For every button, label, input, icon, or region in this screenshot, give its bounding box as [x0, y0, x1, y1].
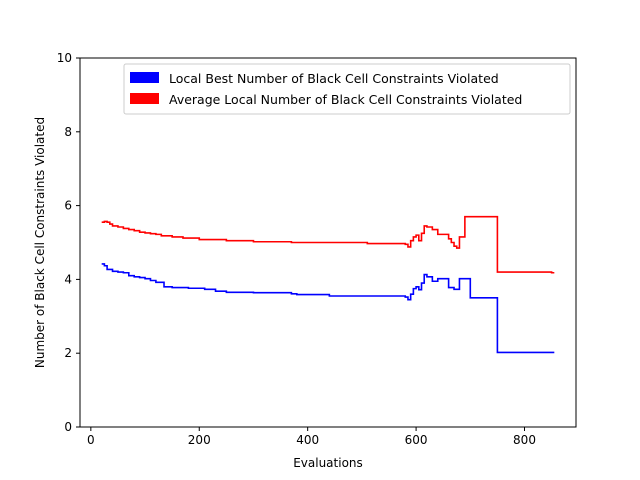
y-tick-label: 0: [64, 420, 72, 434]
y-tick-label: 8: [64, 125, 72, 139]
x-tick-label: 0: [87, 433, 95, 447]
legend-entries: Local Best Number of Black Cell Constrai…: [130, 71, 522, 107]
x-axis-label: Evaluations: [293, 456, 363, 470]
y-tick-label: 10: [57, 51, 72, 65]
x-tick-label: 800: [513, 433, 536, 447]
legend-box: [123, 63, 571, 115]
series-line-2: [101, 215, 555, 274]
legend-swatch: [130, 93, 159, 104]
axes-frame: [79, 57, 577, 428]
x-tick-label: 400: [296, 433, 319, 447]
legend-label: Local Best Number of Black Cell Constrai…: [169, 71, 499, 86]
y-axis-label: Number of Black Cell Constraints Violate…: [33, 117, 47, 368]
y-tick-label: 6: [64, 199, 72, 213]
y-axis-ticks: 0 2 4 6 8 10: [57, 51, 80, 434]
series-line-1: [101, 263, 555, 354]
y-tick-label: 4: [64, 272, 72, 286]
x-tick-label: 200: [188, 433, 211, 447]
legend-label: Average Local Number of Black Cell Const…: [169, 92, 522, 107]
y-tick-label: 2: [64, 346, 72, 360]
legend: Local Best Number of Black Cell Constrai…: [123, 63, 571, 115]
legend-swatch: [130, 72, 159, 83]
x-tick-label: 600: [405, 433, 428, 447]
plot-layer: [101, 215, 555, 354]
x-axis-ticks: 0 200 400 600 800: [87, 427, 536, 447]
